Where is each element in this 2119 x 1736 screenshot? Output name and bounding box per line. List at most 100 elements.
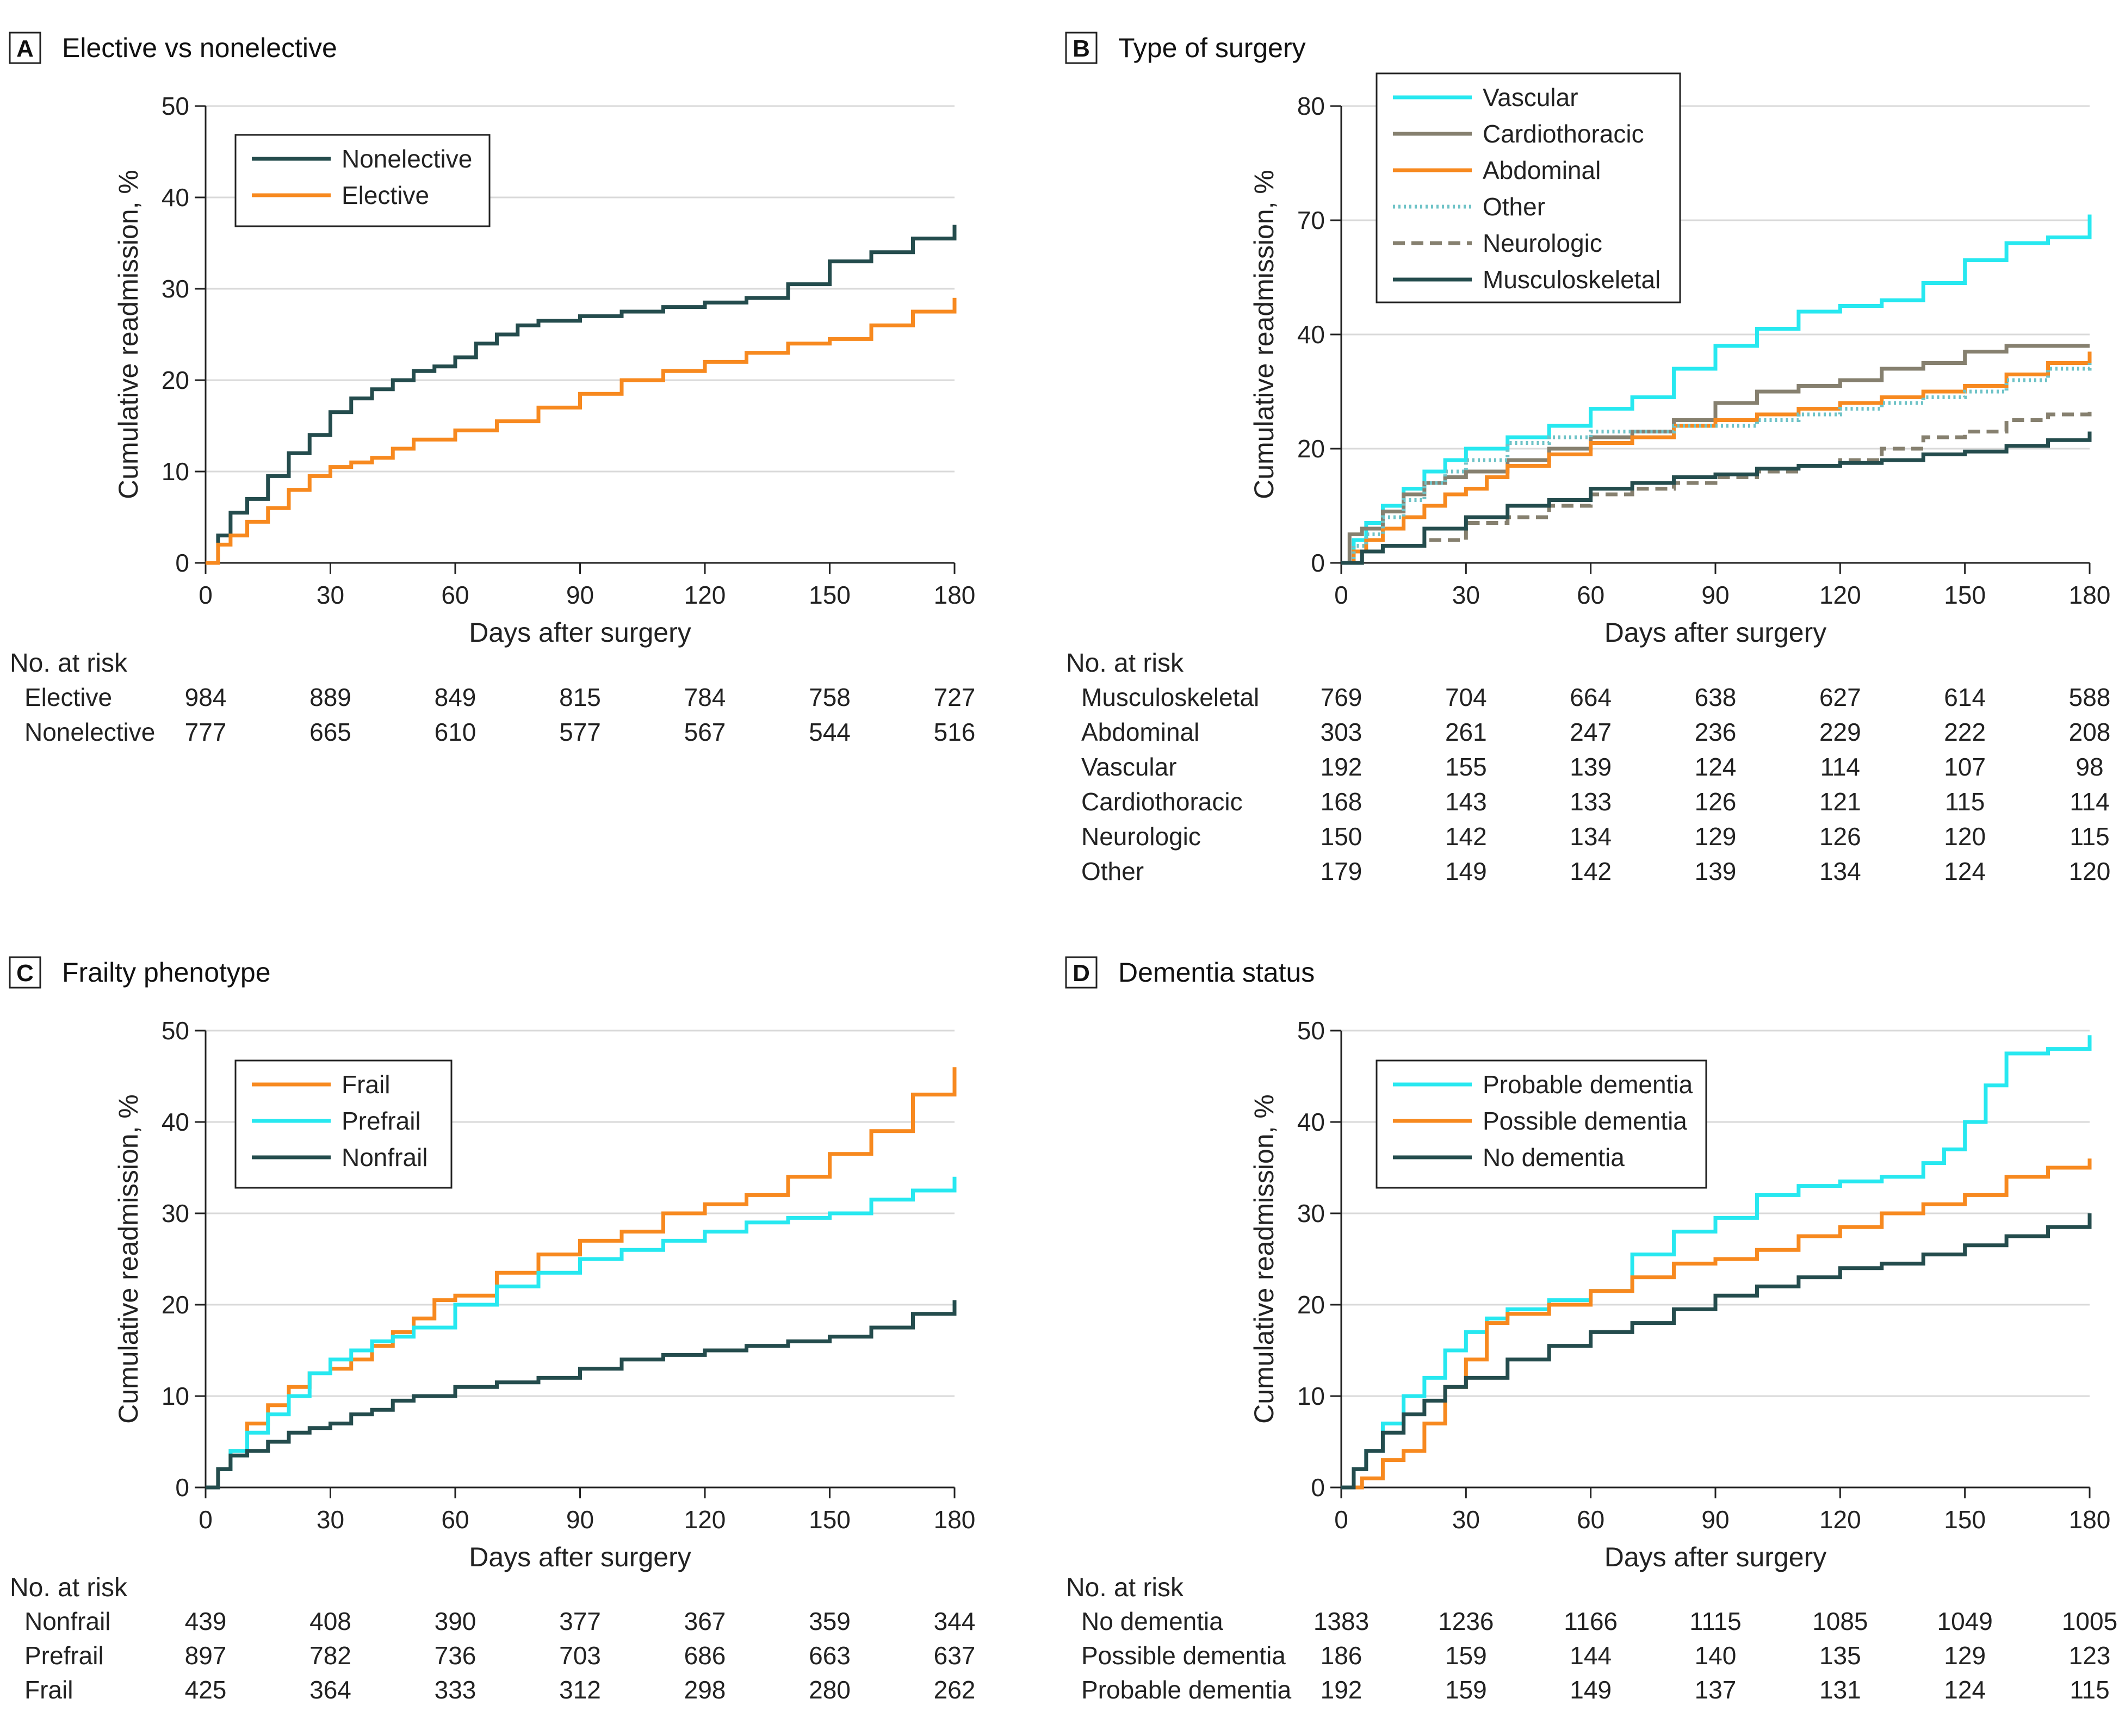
panel-letter-box: [1065, 956, 1098, 989]
x-tick-label: 180: [934, 1505, 976, 1534]
x-tick-label: 180: [934, 581, 976, 609]
y-tick-label: 40: [162, 1108, 189, 1136]
risk-value: 1085: [1812, 1607, 1868, 1635]
y-tick-label: 50: [1297, 1016, 1325, 1045]
panel-c: C Frailty phenotype 0 10 20 30 40 50 0 30 60 90 120 1…: [9, 956, 976, 1704]
y-tick-label: 40: [1297, 320, 1325, 349]
x-axis-title: Days after surgery: [1604, 1542, 1826, 1572]
x-tick-label: 60: [1577, 1505, 1604, 1534]
y-tick-label: 0: [1311, 549, 1325, 577]
risk-value: 179: [1321, 857, 1362, 885]
risk-row-label: Possible dementia: [1081, 1641, 1286, 1670]
risk-value: 1005: [2062, 1607, 2117, 1635]
risk-value: 142: [1570, 857, 1612, 885]
legend-entry: Possible dementia: [1483, 1107, 1687, 1135]
x-tick-label: 0: [1334, 1505, 1348, 1534]
y-axis-title: Cumulative readmission, %: [1249, 1094, 1279, 1424]
risk-value: 1383: [1313, 1607, 1369, 1635]
risk-value: 516: [934, 718, 976, 746]
series-line-no-dementia: [1341, 1213, 2092, 1490]
risk-value: 1115: [1689, 1607, 1742, 1635]
series-line-musculoskeletal: [1341, 431, 2092, 565]
risk-value: 344: [934, 1607, 976, 1635]
risk-value: 686: [684, 1641, 726, 1670]
risk-row-label: Frail: [24, 1676, 73, 1704]
risk-row-label: Nonelective: [24, 718, 155, 746]
panel-a: A Elective vs nonelective 0 10 20 30 40 50 0 30 60…: [9, 32, 976, 746]
risk-value: 390: [435, 1607, 476, 1635]
risk-value: 120: [1944, 822, 1986, 851]
y-tick-label: 40: [1297, 1108, 1325, 1136]
risk-value: 114: [1820, 753, 1860, 781]
panel-letter: C: [16, 960, 34, 987]
risk-value: 984: [185, 683, 227, 711]
y-tick-label: 40: [162, 183, 189, 212]
risk-value: 134: [1819, 857, 1861, 885]
legend-entry: Vascular: [1483, 83, 1578, 111]
risk-value: 303: [1321, 718, 1362, 746]
risk-value: 126: [1695, 788, 1737, 816]
risk-value: 784: [684, 683, 726, 711]
risk-table-header: No. at risk: [10, 649, 128, 678]
x-tick-label: 150: [1944, 1505, 1986, 1534]
panel-letter: B: [1073, 35, 1090, 62]
x-tick-label: 0: [199, 1505, 213, 1534]
risk-value: 782: [309, 1641, 351, 1670]
risk-row-label: Nonfrail: [24, 1607, 111, 1635]
risk-value: 222: [1944, 718, 1986, 746]
y-tick-label: 30: [162, 1199, 189, 1227]
risk-value: 610: [435, 718, 476, 746]
risk-value: 135: [1819, 1641, 1861, 1670]
series-line-probable-dementia: [1341, 1035, 2092, 1490]
risk-row-label: Vascular: [1081, 753, 1177, 781]
y-tick-label: 20: [1297, 435, 1325, 463]
y-tick-label: 0: [175, 1473, 189, 1502]
risk-value: 727: [934, 683, 976, 711]
risk-value: 149: [1570, 1676, 1612, 1704]
x-tick-label: 60: [441, 1505, 469, 1534]
y-tick-label: 0: [1311, 1473, 1325, 1502]
risk-value: 614: [1944, 683, 1986, 711]
series-line-frail: [206, 1067, 957, 1490]
legend-box: [234, 1059, 453, 1189]
x-tick-label: 30: [1452, 581, 1480, 609]
risk-row-label: Prefrail: [24, 1641, 104, 1670]
risk-value: 638: [1695, 683, 1737, 711]
risk-row-label: No dementia: [1081, 1607, 1223, 1635]
risk-table-header: No. at risk: [1066, 1573, 1184, 1602]
risk-value: 139: [1695, 857, 1737, 885]
risk-value: 703: [559, 1641, 601, 1670]
risk-value: 115: [2070, 1676, 2109, 1704]
risk-value: 124: [1695, 753, 1737, 781]
risk-row-label: Musculoskeletal: [1081, 683, 1259, 711]
x-axis-title: Days after surgery: [1604, 617, 1826, 648]
panel-letter: D: [1073, 960, 1090, 987]
risk-table: No. at risk Nonfrail 439 408 390 377 367 359 344…: [10, 1573, 975, 1704]
panel-letter-box: [1065, 32, 1098, 64]
y-tick-label: 10: [1297, 1382, 1325, 1410]
risk-value: 364: [309, 1676, 351, 1704]
x-tick-label: 90: [566, 1505, 594, 1534]
legend-entry: Frail: [342, 1070, 390, 1099]
x-tick-label: 90: [1701, 1505, 1729, 1534]
legend: Nonelective Elective: [234, 134, 491, 227]
risk-value: 359: [809, 1607, 851, 1635]
y-tick-label: 70: [1297, 206, 1325, 234]
x-tick-label: 120: [684, 581, 726, 609]
risk-value: 131: [1819, 1676, 1861, 1704]
risk-value: 769: [1321, 683, 1362, 711]
risk-value: 121: [1819, 788, 1861, 816]
risk-value: 298: [684, 1676, 726, 1704]
legend-entry: Probable dementia: [1483, 1070, 1693, 1099]
risk-value: 247: [1570, 718, 1612, 746]
risk-value: 126: [1819, 822, 1861, 851]
risk-value: 124: [1944, 857, 1986, 885]
risk-value: 98: [2075, 753, 2103, 781]
risk-value: 107: [1944, 753, 1986, 781]
legend-entry: Neurologic: [1483, 229, 1602, 257]
y-tick-label: 20: [1297, 1291, 1325, 1319]
x-tick-label: 120: [1819, 581, 1861, 609]
y-tick-label: 10: [162, 457, 189, 486]
y-tick-label: 20: [162, 1291, 189, 1319]
legend-entry: Prefrail: [342, 1107, 421, 1135]
